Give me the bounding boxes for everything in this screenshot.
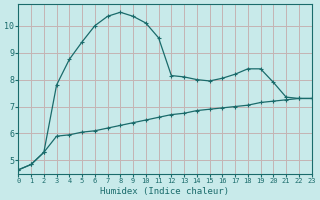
- X-axis label: Humidex (Indice chaleur): Humidex (Indice chaleur): [100, 187, 229, 196]
